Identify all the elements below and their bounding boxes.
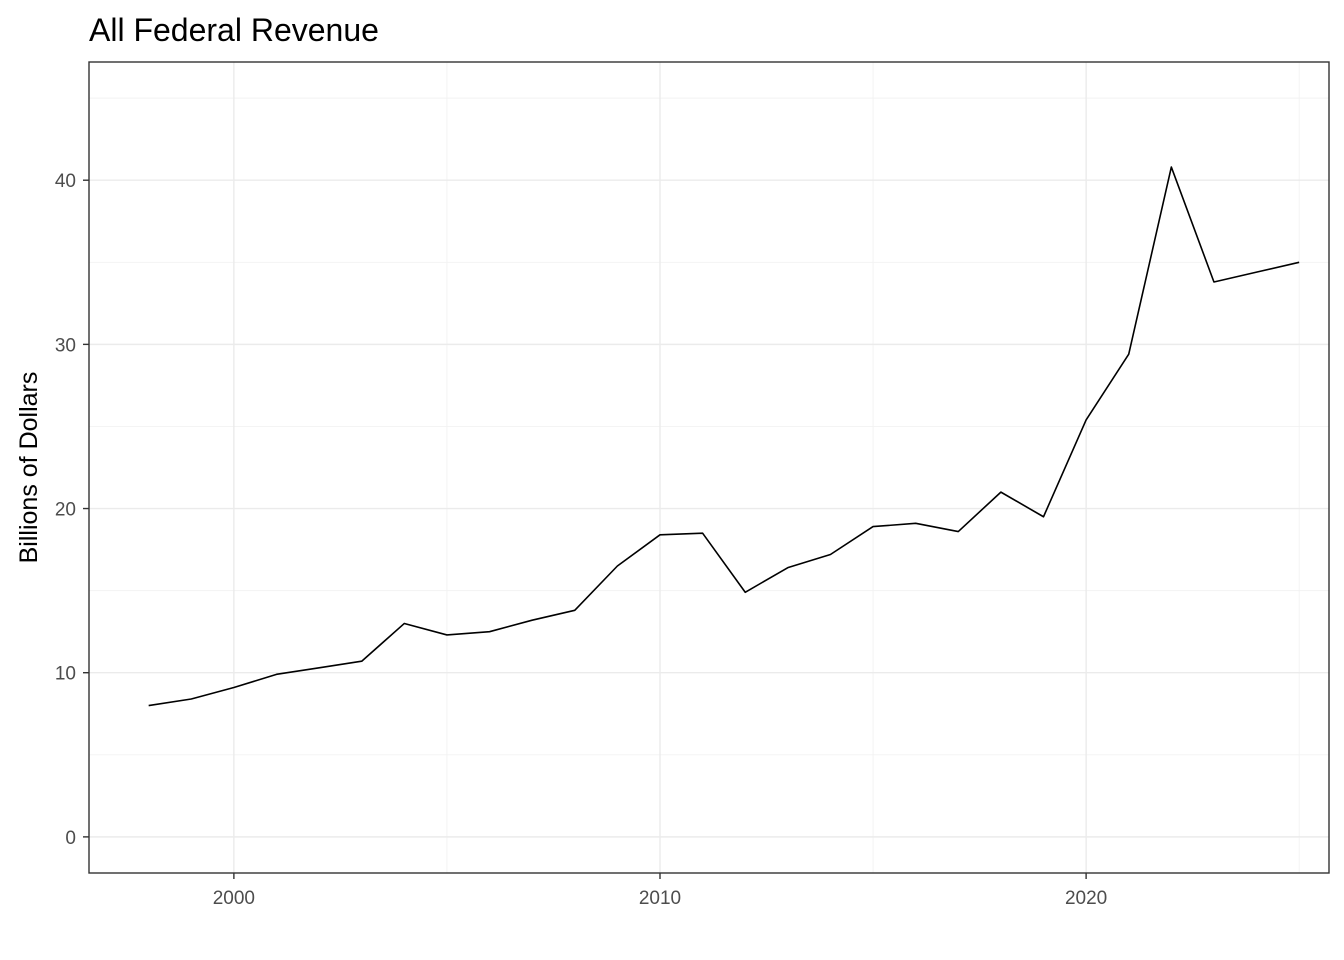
y-tick-label: 0: [65, 828, 76, 849]
y-axis: 0 10 20 30 40: [55, 171, 89, 849]
x-tick-label: 2010: [639, 888, 681, 909]
series-line: [148, 166, 1300, 707]
minor-gridlines: [89, 62, 1329, 873]
y-tick-label: 20: [55, 500, 76, 521]
x-axis: 2000 2010 2020: [213, 873, 1107, 909]
y-tick-label: 40: [55, 171, 76, 192]
x-tick-label: 2020: [1065, 888, 1107, 909]
y-axis-title: Billions of Dollars: [15, 372, 43, 564]
major-gridlines: [89, 62, 1329, 873]
y-tick-label: 10: [55, 664, 76, 685]
plot-panel-border: [88, 61, 1330, 874]
y-tick-label: 30: [55, 335, 76, 356]
series-layer: [148, 166, 1300, 707]
x-tick-label: 2000: [213, 888, 255, 909]
chart-title: All Federal Revenue: [89, 12, 379, 48]
